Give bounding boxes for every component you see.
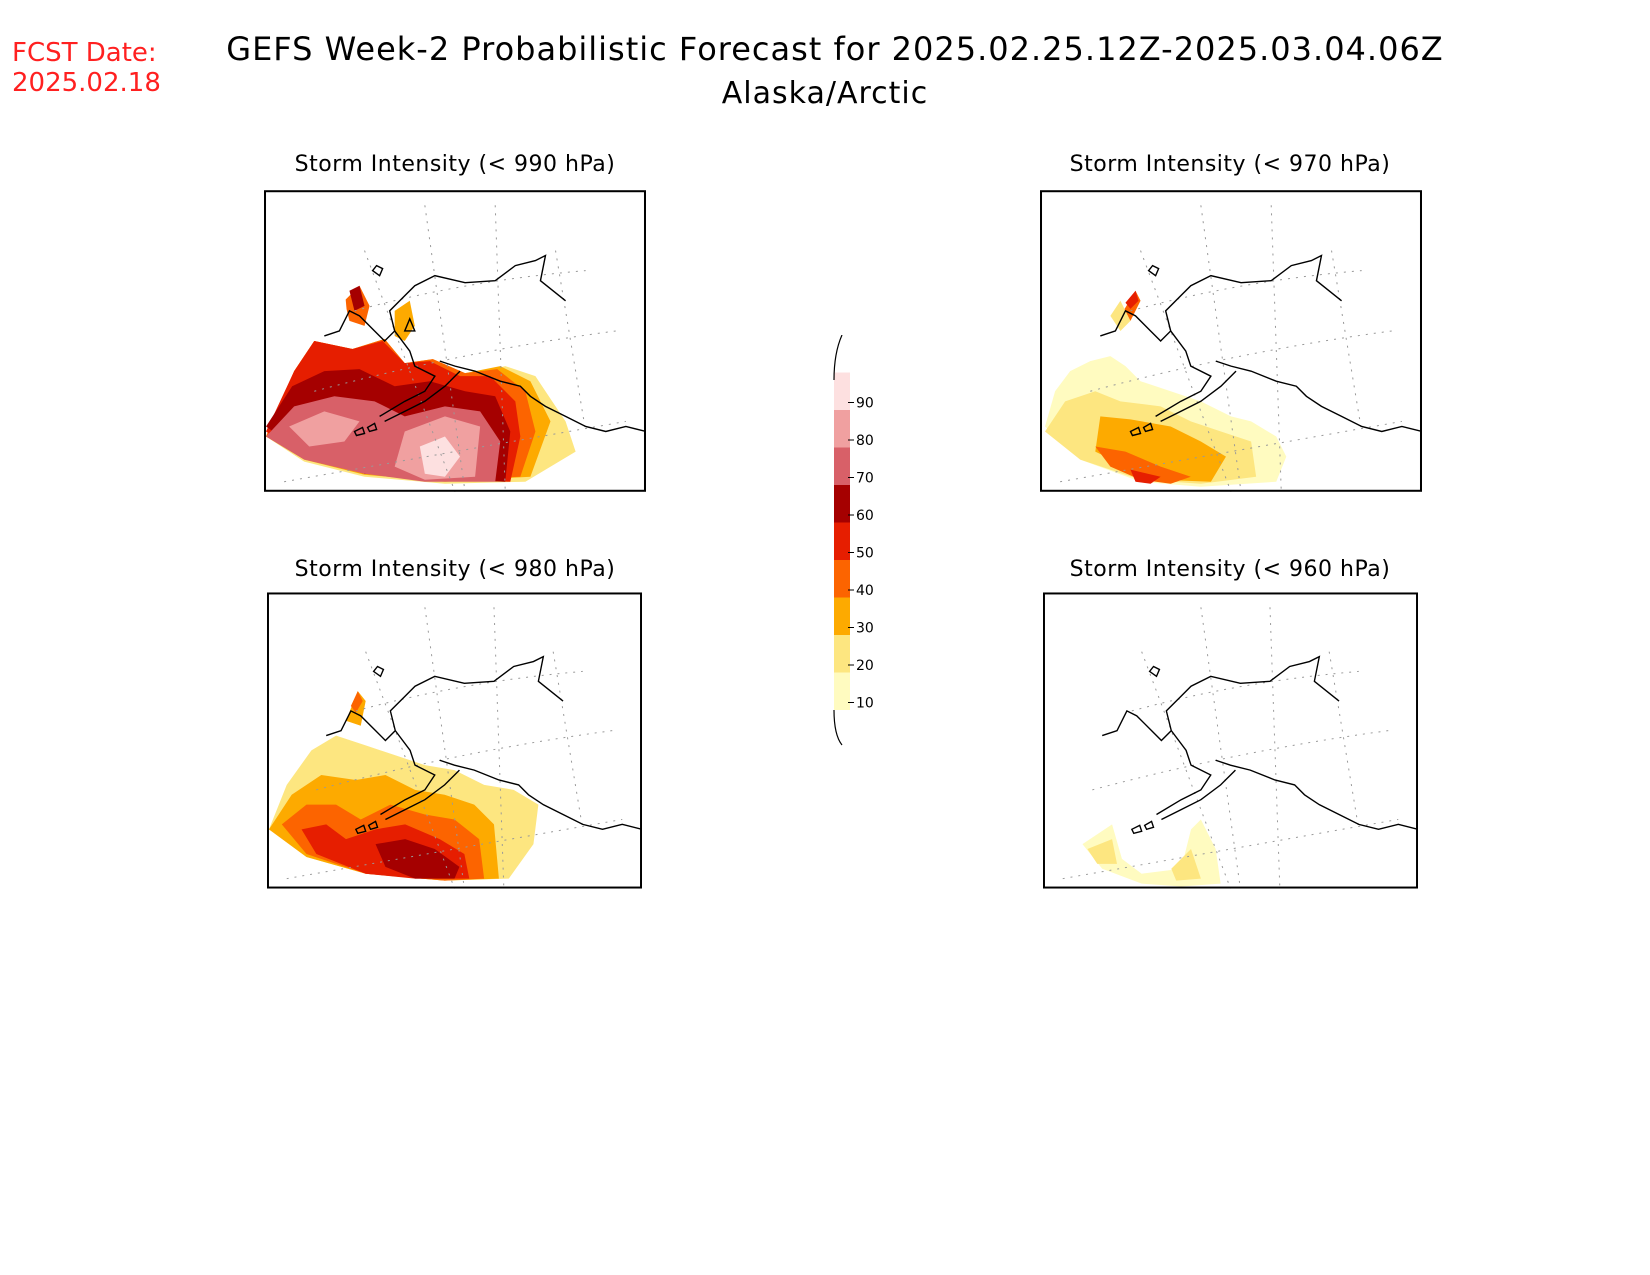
colorbar-label-20: 20: [856, 658, 874, 674]
colorbar-box-90: [834, 372, 850, 410]
map-panel-980: [267, 592, 642, 889]
colorbar-box-40: [834, 560, 850, 598]
latlon-grid-990: [284, 205, 626, 492]
probability-fill-970: [1045, 290, 1287, 487]
colorbar-label-50: 50: [856, 546, 874, 562]
panel-frame-960: [1043, 592, 1418, 889]
page-title: GEFS Week-2 Probabilistic Forecast for 2…: [226, 30, 1444, 68]
colorbar-label-80: 80: [856, 433, 874, 449]
colorbar-label-90: 90: [856, 396, 874, 412]
panel-title-960: Storm Intensity (< 960 hPa): [1069, 557, 1391, 582]
panel-frame-980: [267, 592, 642, 889]
colorbar-label-70: 70: [856, 471, 874, 487]
colorbar-box-10: [834, 672, 850, 710]
region-subtitle: Alaska/Arctic: [721, 76, 929, 111]
latlon-grid-960: [1062, 607, 1399, 889]
colorbar-label-60: 60: [856, 508, 874, 524]
colorbar-box-80: [834, 410, 850, 448]
fcst-label: FCST Date:: [12, 38, 157, 68]
colorbar-label-30: 30: [856, 621, 874, 637]
colorbar-box-20: [834, 635, 850, 673]
panel-title-990: Storm Intensity (< 990 hPa): [294, 152, 616, 177]
alaska-coastline-980: [325, 655, 642, 835]
probability-fill-990: [266, 285, 576, 484]
colorbar-box-60: [834, 485, 850, 523]
latlon-grid-970: [1060, 205, 1402, 492]
panel-frame-990: [264, 190, 646, 492]
alaska-coastline-970: [1100, 254, 1422, 437]
colorbar: 10 20 30 40 50 60 70 80 90: [833, 335, 874, 746]
alaska-coastline-990: [324, 254, 646, 437]
fcst-date: 2025.02.18: [12, 68, 161, 98]
map-panel-970: [1040, 190, 1422, 492]
colorbar-bottom-arrow: [833, 709, 843, 746]
colorbar-labels: 10 20 30 40 50 60 70 80 90: [848, 396, 874, 712]
colorbar-box-70: [834, 447, 850, 485]
panel-title-970: Storm Intensity (< 970 hPa): [1069, 152, 1391, 177]
panel-frame-970: [1040, 190, 1422, 492]
map-panel-990: [264, 190, 646, 492]
colorbar-label-10: 10: [856, 696, 874, 712]
panel-title-980: Storm Intensity (< 980 hPa): [294, 557, 616, 582]
colorbar-boxes: [834, 372, 850, 710]
colorbar-top-arrow: [833, 335, 843, 381]
probability-fill-980: [268, 691, 539, 881]
map-panel-960: [1043, 592, 1418, 889]
colorbar-box-30: [834, 597, 850, 635]
forecast-date-label: FCST Date: 2025.02.18: [12, 38, 161, 98]
alaska-coastline-960: [1101, 655, 1418, 835]
probability-fill-960: [1082, 819, 1221, 887]
colorbar-box-50: [834, 522, 850, 560]
latlon-grid-980: [286, 607, 623, 889]
colorbar-label-40: 40: [856, 583, 874, 599]
